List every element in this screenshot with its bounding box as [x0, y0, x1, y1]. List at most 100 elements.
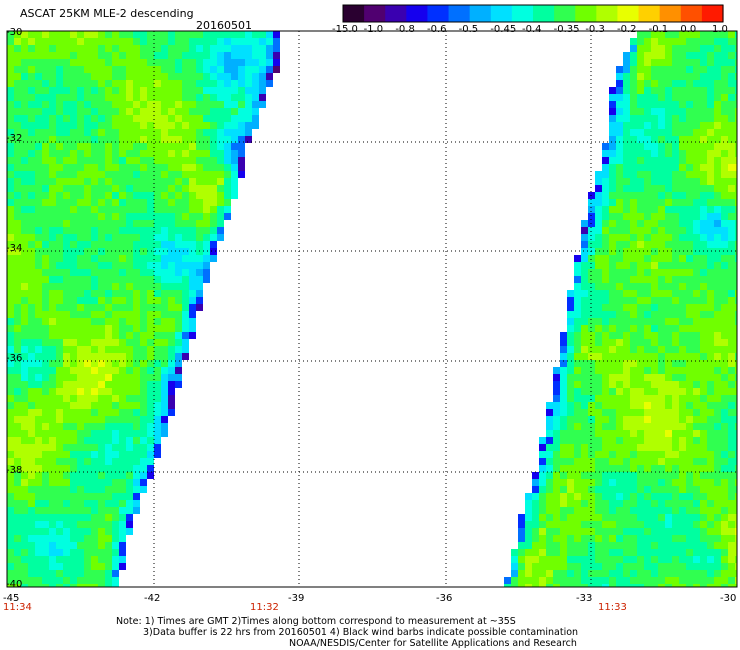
wind-cell — [238, 164, 245, 171]
wind-cell — [546, 577, 553, 584]
wind-cell — [721, 241, 728, 248]
wind-cell — [595, 381, 602, 388]
wind-cell — [203, 213, 210, 220]
wind-cell — [147, 171, 154, 178]
wind-cell — [63, 101, 70, 108]
wind-cell — [105, 430, 112, 437]
wind-cell — [581, 500, 588, 507]
wind-cell — [644, 52, 651, 59]
wind-cell — [140, 283, 147, 290]
wind-cell — [203, 276, 210, 283]
wind-cell — [637, 311, 644, 318]
wind-cell — [196, 304, 203, 311]
wind-cell — [609, 241, 616, 248]
wind-cell — [147, 59, 154, 66]
wind-cell — [28, 493, 35, 500]
wind-cell — [133, 297, 140, 304]
wind-cell — [651, 87, 658, 94]
wind-cell — [252, 101, 259, 108]
wind-cell — [728, 206, 735, 213]
wind-cell — [35, 101, 42, 108]
wind-cell — [707, 206, 714, 213]
wind-cell — [574, 409, 581, 416]
wind-cell — [686, 416, 693, 423]
wind-cell — [658, 360, 665, 367]
wind-cell — [259, 101, 266, 108]
wind-cell — [126, 269, 133, 276]
wind-cell — [595, 332, 602, 339]
wind-cell — [665, 157, 672, 164]
wind-cell — [182, 332, 189, 339]
wind-cell — [14, 129, 21, 136]
wind-cell — [133, 66, 140, 73]
wind-cell — [672, 108, 679, 115]
wind-cell — [63, 45, 70, 52]
wind-cell — [28, 115, 35, 122]
wind-cell — [644, 542, 651, 549]
wind-cell — [686, 458, 693, 465]
wind-cell — [112, 542, 119, 549]
wind-cell — [658, 472, 665, 479]
wind-cell — [91, 38, 98, 45]
wind-cell — [126, 444, 133, 451]
wind-cell — [693, 318, 700, 325]
wind-cell — [623, 199, 630, 206]
wind-cell — [630, 262, 637, 269]
wind-cell — [609, 129, 616, 136]
wind-cell — [119, 171, 126, 178]
wind-cell — [623, 234, 630, 241]
wind-cell — [595, 416, 602, 423]
wind-cell — [623, 213, 630, 220]
wind-cell — [637, 59, 644, 66]
wind-cell — [98, 248, 105, 255]
wind-cell — [133, 143, 140, 150]
wind-cell — [714, 528, 721, 535]
wind-cell — [623, 402, 630, 409]
wind-cell — [133, 367, 140, 374]
wind-cell — [609, 276, 616, 283]
wind-cell — [133, 241, 140, 248]
wind-cell — [574, 542, 581, 549]
wind-cell — [581, 325, 588, 332]
wind-cell — [42, 185, 49, 192]
wind-cell — [119, 479, 126, 486]
wind-cell — [735, 143, 737, 150]
wind-cell — [728, 528, 735, 535]
wind-cell — [161, 262, 168, 269]
wind-cell — [714, 94, 721, 101]
wind-cell — [259, 59, 266, 66]
wind-cell — [189, 31, 196, 38]
wind-cell — [630, 178, 637, 185]
wind-cell — [161, 73, 168, 80]
wind-cell — [651, 458, 658, 465]
wind-cell — [140, 486, 147, 493]
wind-cell — [714, 52, 721, 59]
wind-cell — [98, 213, 105, 220]
wind-cell — [63, 430, 70, 437]
wind-cell — [581, 451, 588, 458]
wind-cell — [588, 381, 595, 388]
wind-cell — [637, 45, 644, 52]
wind-cell — [133, 339, 140, 346]
wind-cell — [35, 304, 42, 311]
wind-cell — [616, 416, 623, 423]
wind-cell — [7, 346, 14, 353]
wind-cell — [546, 528, 553, 535]
wind-cell — [728, 185, 735, 192]
wind-cell — [28, 255, 35, 262]
wind-cell — [168, 178, 175, 185]
wind-cell — [714, 339, 721, 346]
wind-cell — [679, 206, 686, 213]
wind-cell — [658, 332, 665, 339]
wind-cell — [161, 122, 168, 129]
wind-cell — [595, 486, 602, 493]
wind-cell — [693, 248, 700, 255]
wind-cell — [581, 318, 588, 325]
wind-cell — [119, 332, 126, 339]
wind-cell — [35, 465, 42, 472]
wind-cell — [735, 178, 737, 185]
wind-cell — [147, 353, 154, 360]
wind-cell — [686, 514, 693, 521]
wind-cell — [644, 346, 651, 353]
wind-cell — [644, 171, 651, 178]
